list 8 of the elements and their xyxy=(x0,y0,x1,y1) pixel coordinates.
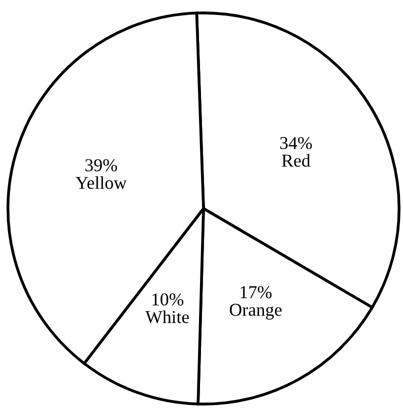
data-label: 34% xyxy=(280,136,312,150)
data-label: 39% xyxy=(85,159,118,172)
slice-label: Orange xyxy=(230,304,282,320)
data-label: 10% xyxy=(152,293,184,306)
slice-label: Yellow xyxy=(76,176,127,189)
slice-label: Red xyxy=(282,154,310,167)
data-label: 17% xyxy=(240,286,272,298)
slice-label: White xyxy=(145,310,189,324)
